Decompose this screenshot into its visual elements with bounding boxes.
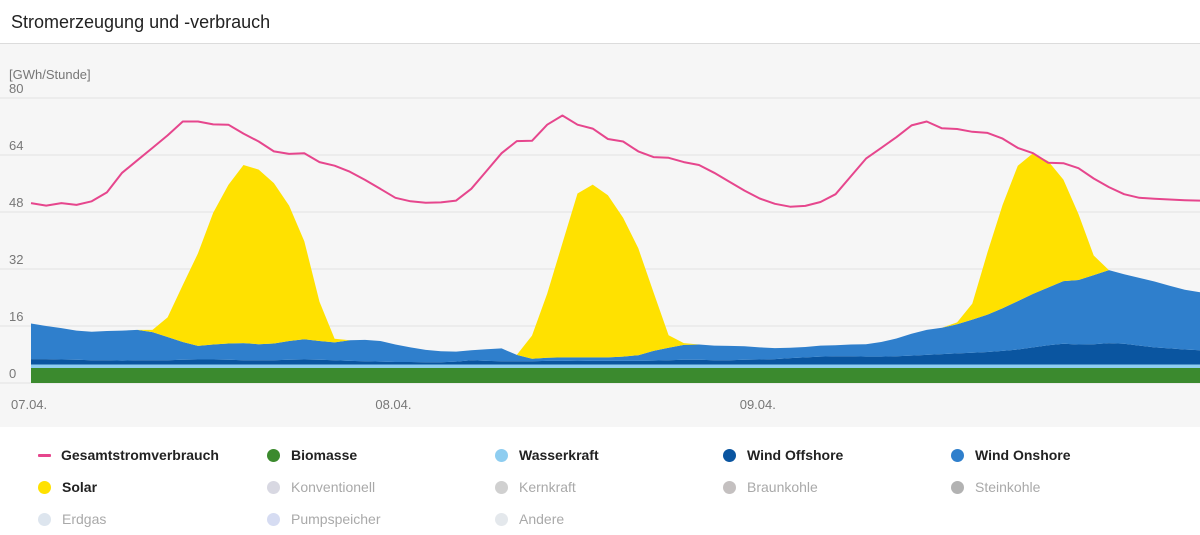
legend-label: Wasserkraft — [519, 447, 599, 463]
area-solar — [31, 153, 1200, 359]
legend-label: Wind Onshore — [975, 447, 1071, 463]
legend-label: Gesamtstromverbrauch — [61, 447, 219, 463]
y-tick-label: 80 — [9, 81, 23, 96]
legend-dot-swatch-icon — [951, 448, 964, 462]
y-tick-label: 0 — [9, 366, 16, 381]
legend-dot-swatch-icon — [267, 512, 280, 526]
y-tick-label: 32 — [9, 252, 23, 267]
legend-dot-swatch-icon — [267, 480, 280, 494]
chart-title: Stromerzeugung und -verbrauch — [11, 12, 271, 32]
legend-label: Wind Offshore — [747, 447, 844, 463]
legend-dot-swatch-icon — [38, 512, 51, 526]
x-tick-label: 09.04. — [740, 397, 776, 412]
legend: Gesamtstromverbrauch Biomasse Wasserkraf… — [0, 440, 1200, 535]
legend-dot-swatch-icon — [495, 480, 508, 494]
legend-line-swatch-icon — [38, 453, 51, 457]
legend-dot-swatch-icon — [495, 448, 508, 462]
y-tick-label: 16 — [9, 309, 23, 324]
legend-label: Steinkohle — [975, 479, 1041, 495]
legend-item-andere[interactable]: Andere — [495, 509, 564, 529]
area-biomasse — [31, 368, 1200, 383]
line-gesamtstromverbrauch — [30, 114, 1200, 208]
legend-item-wind-onshore[interactable]: Wind Onshore — [951, 445, 1071, 465]
legend-label: Konventionell — [291, 479, 376, 495]
power-chart: 0 16 32 48 64 80[GWh/Stunde] 07.04. 08.04. 09.04… — [0, 67, 1200, 412]
x-tick-label: 07.04. — [11, 397, 47, 412]
legend-label: Kernkraft — [519, 479, 576, 495]
legend-item-konventionell[interactable]: Konventionell — [267, 477, 375, 497]
legend-dot-swatch-icon — [723, 448, 736, 462]
area-wasserkraft — [31, 364, 1200, 368]
legend-dot-swatch-icon — [495, 512, 508, 526]
area-wind-onshore — [31, 270, 1200, 363]
legend-item-wasserkraft[interactable]: Wasserkraft — [495, 445, 599, 465]
legend-label: Pumpspeicher — [291, 511, 381, 527]
legend-label: Erdgas — [62, 511, 107, 527]
chart-header: Stromerzeugung und -verbrauch — [0, 0, 1200, 44]
legend-item-biomasse[interactable]: Biomasse — [267, 445, 357, 465]
legend-label: Andere — [519, 511, 565, 527]
legend-item-erdgas[interactable]: Erdgas — [38, 509, 106, 529]
y-axis-unit-label: [GWh/Stunde] — [9, 67, 91, 82]
legend-dot-swatch-icon — [267, 448, 280, 462]
legend-item-steinkohle[interactable]: Steinkohle — [951, 477, 1040, 497]
legend-label: Solar — [62, 479, 98, 495]
legend-item-wind-offshore[interactable]: Wind Offshore — [723, 445, 843, 465]
legend-dot-swatch-icon — [723, 480, 736, 494]
legend-item-kernkraft[interactable]: Kernkraft — [495, 477, 576, 497]
legend-label: Braunkohle — [747, 479, 818, 495]
x-tick-label: 08.04. — [375, 397, 411, 412]
legend-dot-swatch-icon — [38, 480, 51, 494]
y-tick-label: 64 — [9, 138, 23, 153]
legend-item-solar[interactable]: Solar — [38, 477, 97, 497]
legend-dot-swatch-icon — [951, 480, 964, 494]
y-tick-label: 48 — [9, 195, 23, 210]
legend-item-gesamtstromverbrauch[interactable]: Gesamtstromverbrauch — [38, 445, 219, 465]
legend-item-braunkohle[interactable]: Braunkohle — [723, 477, 818, 497]
area-wind-offshore — [31, 343, 1200, 365]
legend-item-pumpspeicher[interactable]: Pumpspeicher — [267, 509, 381, 529]
legend-label: Biomasse — [291, 447, 358, 463]
